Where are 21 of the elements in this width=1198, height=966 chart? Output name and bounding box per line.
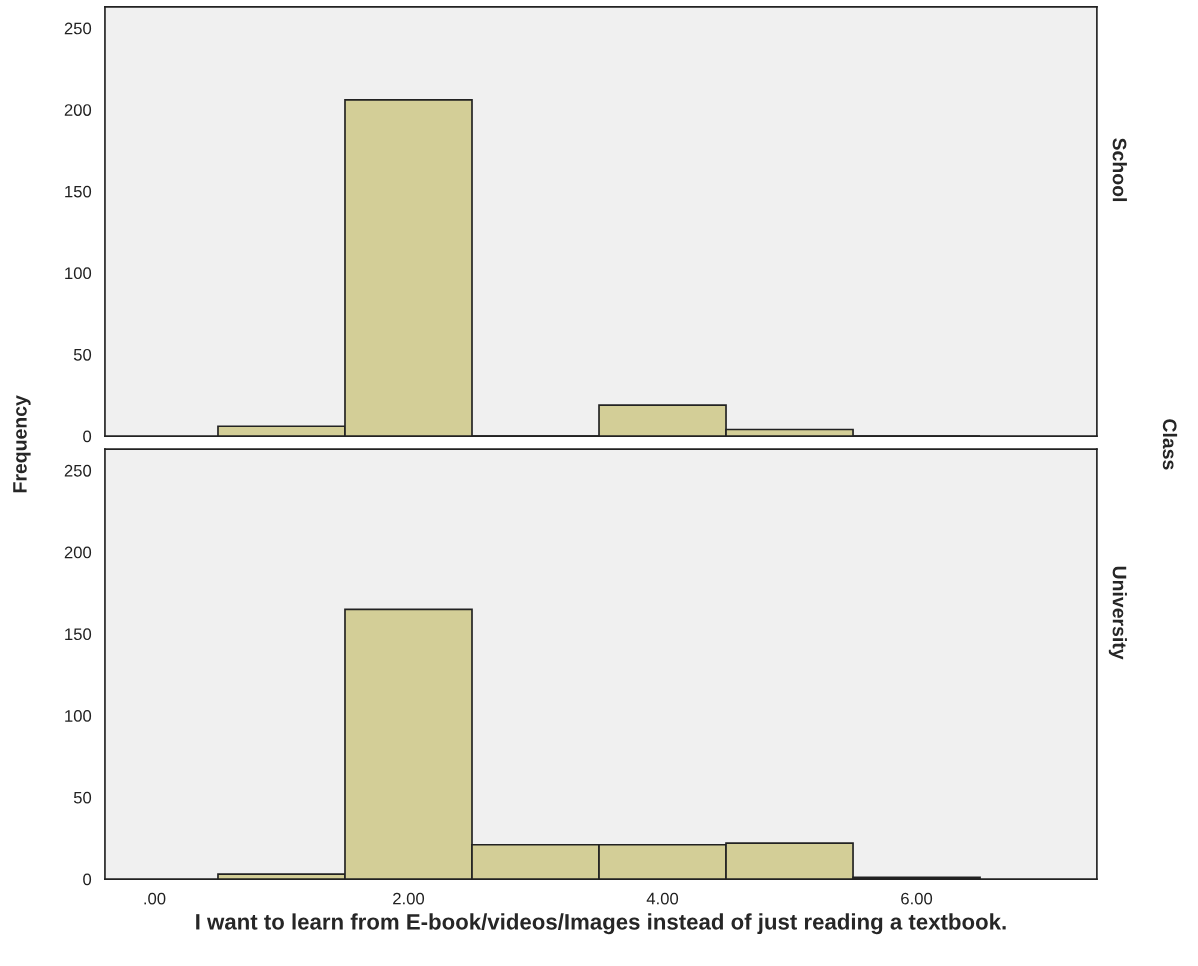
- text: Class: [1162, 419, 1178, 470]
- y-tick-label: 50: [73, 348, 92, 361]
- x-tick-label: 4.00: [646, 892, 679, 905]
- text: School: [1112, 138, 1127, 202]
- y-tick-label: 100: [65, 710, 92, 722]
- x-axis-title: I want to learn from E-book/videos/Images instead of just reading a textbook.: [196, 913, 1006, 935]
- y-tick-label: 250: [64, 464, 92, 477]
- x-tick-label: 2.00: [393, 892, 425, 905]
- y-axis-title: Frequency: [13, 395, 31, 493]
- y-tick-label: 0: [83, 430, 92, 443]
- y-tick-label: 200: [64, 104, 92, 116]
- y-tick-label: 100: [65, 267, 92, 280]
- text: University: [1108, 566, 1127, 660]
- y-tick-label: 0: [83, 873, 92, 886]
- y-tick-label: 200: [64, 546, 92, 559]
- y-tick-label: 50: [73, 791, 92, 804]
- y-tick-label: 150: [65, 185, 92, 198]
- x-tick-label: .00: [144, 892, 166, 905]
- y-tick-label: 250: [64, 22, 92, 35]
- y-tick-label: 150: [65, 628, 92, 641]
- x-tick-label: 6.00: [901, 892, 933, 905]
